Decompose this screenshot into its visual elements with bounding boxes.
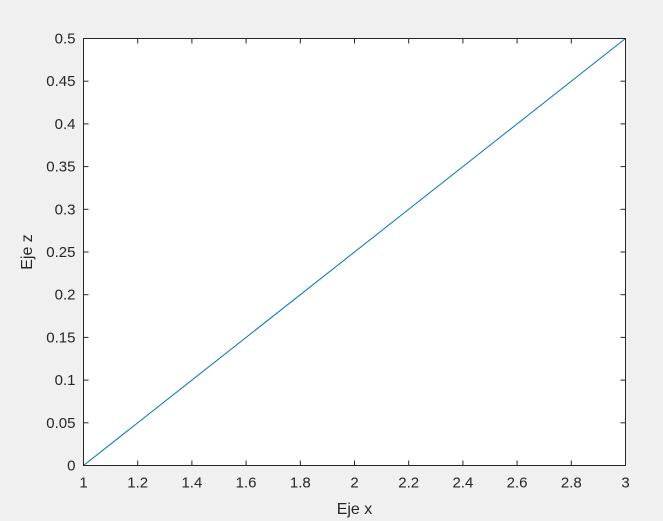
y-tick-label: 0.45 xyxy=(46,73,75,90)
y-tick-label: 0.2 xyxy=(55,287,76,304)
series-line xyxy=(83,38,626,466)
y-tick-label: 0.05 xyxy=(46,415,75,432)
x-tick-label: 2 xyxy=(350,475,358,492)
x-axis-label: Eje x xyxy=(337,501,373,518)
x-tick-label: 2.6 xyxy=(507,475,528,492)
x-tick-label: 1.6 xyxy=(236,475,257,492)
axes-box xyxy=(83,38,626,466)
y-tick-label: 0.3 xyxy=(55,201,76,218)
y-tick-label: 0.1 xyxy=(55,372,76,389)
x-tick-label: 2.2 xyxy=(398,475,419,492)
y-tick-label: 0.35 xyxy=(46,159,75,176)
x-tick-label: 1 xyxy=(79,475,87,492)
x-tick-label: 1.4 xyxy=(181,475,202,492)
x-tick-label: 3 xyxy=(621,475,629,492)
y-tick-label: 0.4 xyxy=(55,116,76,133)
y-tick-label: 0.25 xyxy=(46,244,75,261)
y-tick-label: 0.5 xyxy=(55,31,76,48)
y-tick-label: 0.15 xyxy=(46,329,75,346)
y-axis-label: Eje z xyxy=(19,234,36,270)
x-tick-label: 2.4 xyxy=(452,475,473,492)
y-tick-label: 0 xyxy=(67,458,75,475)
x-tick-label: 2.8 xyxy=(561,475,582,492)
x-tick-label: 1.8 xyxy=(290,475,311,492)
x-tick-label: 1.2 xyxy=(127,475,148,492)
